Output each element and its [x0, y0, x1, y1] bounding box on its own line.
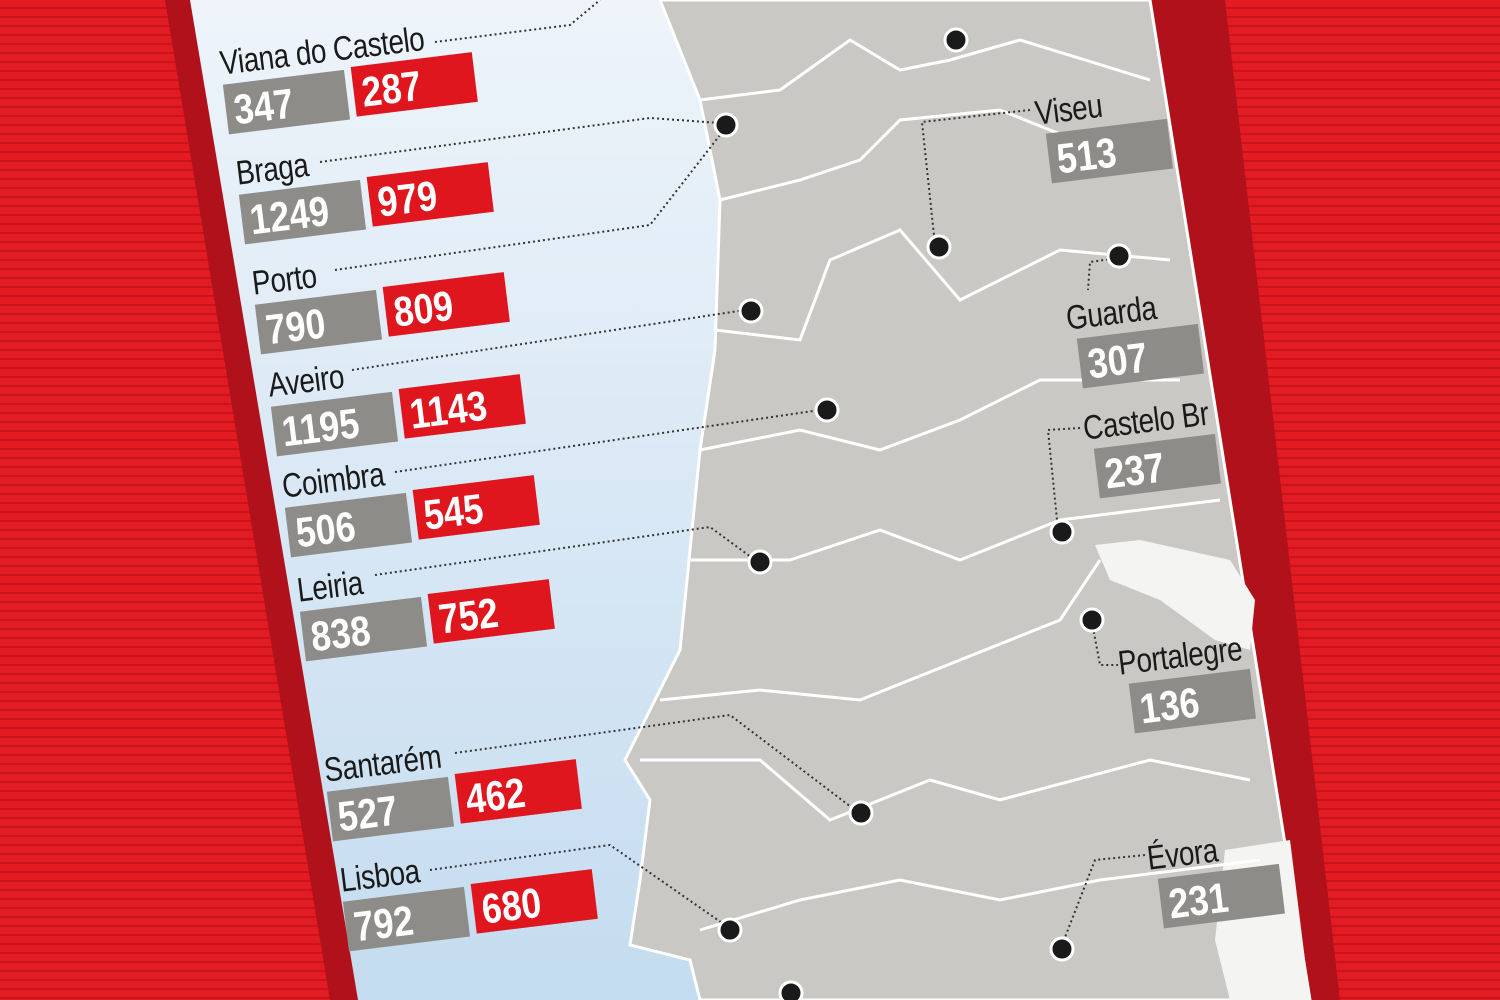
- district-marker-icon: [926, 234, 952, 260]
- district-marker-icon: [1049, 936, 1075, 962]
- land-spain-1: [1095, 540, 1255, 650]
- district-label: Viseu 513: [1033, 79, 1173, 184]
- district-marker-icon: [814, 397, 840, 423]
- district-marker-icon: [738, 298, 764, 324]
- district-marker-icon: [1079, 607, 1105, 633]
- district-marker-icon: [943, 27, 969, 53]
- district-marker-icon: [717, 917, 743, 943]
- district-label: Évora 231: [1145, 824, 1285, 929]
- district-marker-icon: [778, 980, 804, 1000]
- leader-lines: [319, 0, 1146, 946]
- district-label: Guarda 307: [1064, 284, 1204, 389]
- district-marker-icon: [1049, 519, 1075, 545]
- district-marker-icon: [713, 112, 739, 138]
- district-marker-icon: [1106, 243, 1132, 269]
- district-label: Portalegre 136: [1116, 626, 1278, 734]
- district-marker-icon: [848, 800, 874, 826]
- land-portugal: [623, 0, 1312, 1000]
- district-label: Castelo Br 237: [1081, 391, 1245, 499]
- district-borders: [640, 38, 1261, 932]
- district-marker-icon: [747, 549, 773, 575]
